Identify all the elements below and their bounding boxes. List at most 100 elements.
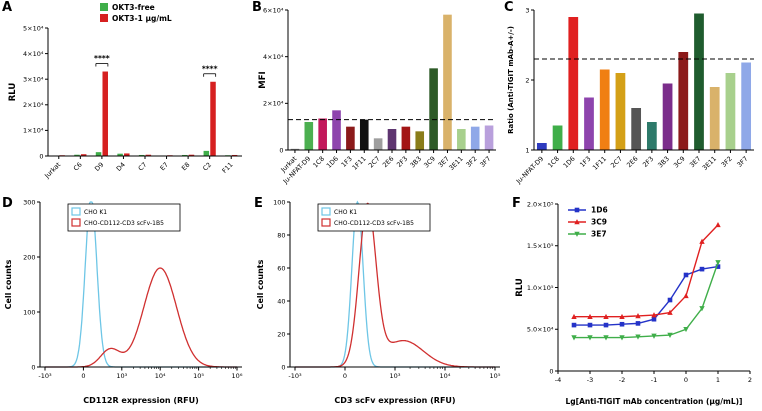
svg-text:1: 1 <box>525 146 529 154</box>
svg-text:3: 3 <box>525 6 529 14</box>
svg-text:1: 1 <box>716 376 720 384</box>
svg-text:0: 0 <box>343 372 347 380</box>
svg-text:5×10⁴: 5×10⁴ <box>23 24 44 32</box>
svg-text:-3: -3 <box>587 376 593 384</box>
svg-text:MFI: MFI <box>258 71 268 88</box>
svg-text:1.0×10⁵: 1.0×10⁵ <box>527 284 554 292</box>
svg-text:3C9: 3C9 <box>591 218 607 227</box>
svg-text:10⁵: 10⁵ <box>490 372 501 380</box>
svg-text:C6: C6 <box>72 161 84 173</box>
svg-text:0: 0 <box>81 372 85 380</box>
svg-text:Cell counts: Cell counts <box>4 259 13 309</box>
svg-text:RLU: RLU <box>8 83 18 102</box>
svg-text:-1: -1 <box>651 376 657 384</box>
svg-text:0: 0 <box>549 367 553 375</box>
svg-text:2: 2 <box>748 376 752 384</box>
panel-b: B 0 2×10⁴ 4×10⁴ 6×10⁴ MFI Jurkat Ju-NFAT-D9 1C8… <box>252 0 502 194</box>
svg-text:10⁶: 10⁶ <box>232 372 243 380</box>
panel-letter-e: E <box>254 196 263 211</box>
svg-text:Jurkat: Jurkat <box>42 160 62 180</box>
svg-text:D4: D4 <box>115 161 127 173</box>
svg-text:2C7: 2C7 <box>609 155 624 170</box>
svg-text:1F11: 1F11 <box>351 155 368 172</box>
svg-text:100: 100 <box>273 198 285 206</box>
svg-text:F11: F11 <box>220 161 234 175</box>
svg-text:0: 0 <box>281 363 285 371</box>
panel-a-chart: 0 1×10⁴ 2×10⁴ 3×10⁴ 4×10⁴ 5×10⁴ RLU Jurkat C6 D9 D… <box>8 3 242 180</box>
svg-text:CHO-CD112-CD3 scFv-1B5: CHO-CD112-CD3 scFv-1B5 <box>84 220 164 227</box>
svg-text:100: 100 <box>23 308 35 316</box>
svg-text:Lg[Anti-TIGIT mAb concentratio: Lg[Anti-TIGIT mAb concentration (μg/mL)] <box>566 397 743 406</box>
svg-text:D9: D9 <box>93 161 105 173</box>
svg-text:3E7: 3E7 <box>591 230 607 239</box>
svg-text:3E11: 3E11 <box>701 155 718 172</box>
svg-text:10⁵: 10⁵ <box>193 372 204 380</box>
svg-text:80: 80 <box>277 231 285 239</box>
svg-text:10³: 10³ <box>390 372 401 380</box>
panel-c: C 1 2 3 Ratio (Anti-TIGIT mAb-A+/-) Ju-NFAT-… <box>504 0 760 194</box>
svg-text:3E11: 3E11 <box>447 155 464 172</box>
svg-text:3F7: 3F7 <box>735 155 749 169</box>
svg-text:1C8: 1C8 <box>311 155 326 170</box>
panel-c-chart: 1 2 3 Ratio (Anti-TIGIT mAb-A+/-) Ju-NFAT-D9… <box>507 6 754 186</box>
panel-d: D 0 100 200 300 Cell counts -10³ 0 10³ 10⁴ 10⁵ 10⁶… <box>2 196 252 409</box>
panel-letter-d: D <box>2 196 13 211</box>
svg-text:CHO K1: CHO K1 <box>334 209 357 216</box>
svg-text:200: 200 <box>23 253 35 261</box>
svg-text:10⁴: 10⁴ <box>155 372 166 380</box>
svg-text:CHO K1: CHO K1 <box>84 209 107 216</box>
svg-text:CD112R expression (RFU): CD112R expression (RFU) <box>83 396 199 405</box>
svg-text:6×10⁴: 6×10⁴ <box>263 6 284 14</box>
svg-text:-10³: -10³ <box>288 372 302 380</box>
svg-text:1C8: 1C8 <box>546 155 561 170</box>
svg-text:E8: E8 <box>180 161 191 172</box>
panel-a: A 0 1×10⁴ 2×10⁴ 3×10⁴ 4×10⁴ 5×10⁴ RLU Jurkat C6 D… <box>2 0 250 194</box>
svg-text:40: 40 <box>277 297 285 305</box>
svg-text:3B3: 3B3 <box>408 155 423 170</box>
svg-text:2E6: 2E6 <box>625 155 639 169</box>
svg-text:60: 60 <box>277 264 285 272</box>
svg-text:****: **** <box>94 54 110 63</box>
svg-text:CHO-CD112-CD3 scFv-1B5: CHO-CD112-CD3 scFv-1B5 <box>334 220 414 227</box>
svg-text:1D6: 1D6 <box>325 155 340 170</box>
svg-text:OKT3-free: OKT3-free <box>112 3 155 12</box>
svg-text:1D6: 1D6 <box>591 206 608 215</box>
svg-text:1.5×10⁵: 1.5×10⁵ <box>527 242 554 250</box>
svg-text:4×10⁴: 4×10⁴ <box>23 50 44 58</box>
panel-letter-a: A <box>2 0 13 15</box>
svg-text:20: 20 <box>277 330 285 338</box>
svg-text:RLU: RLU <box>515 278 525 297</box>
svg-text:3B3: 3B3 <box>656 155 671 170</box>
svg-text:2×10⁴: 2×10⁴ <box>23 101 44 109</box>
svg-text:Ratio (Anti-TIGIT mAb-A+/-): Ratio (Anti-TIGIT mAb-A+/-) <box>507 26 515 134</box>
svg-text:2F3: 2F3 <box>395 155 409 169</box>
svg-text:0: 0 <box>684 376 688 384</box>
svg-text:Ju-NFAT-D9: Ju-NFAT-D9 <box>514 155 545 186</box>
svg-text:****: **** <box>202 64 218 73</box>
svg-text:Cell counts: Cell counts <box>256 259 265 309</box>
svg-text:C2: C2 <box>201 161 213 173</box>
svg-text:-2: -2 <box>619 376 625 384</box>
svg-text:CD3 scFv expression (RFU): CD3 scFv expression (RFU) <box>334 396 455 405</box>
svg-text:4×10⁴: 4×10⁴ <box>263 53 284 61</box>
svg-text:C7: C7 <box>137 161 149 173</box>
svg-text:3×10⁴: 3×10⁴ <box>23 76 44 84</box>
svg-text:1F11: 1F11 <box>591 155 608 172</box>
svg-text:3F2: 3F2 <box>464 155 478 169</box>
svg-text:3C9: 3C9 <box>422 155 437 170</box>
svg-text:2.0×10⁵: 2.0×10⁵ <box>527 200 554 208</box>
svg-text:2F3: 2F3 <box>641 155 655 169</box>
panel-f: F 0 5.0×10⁴ 1.0×10⁵ 1.5×10⁵ 2.0×10⁵ RLU -4 -3 -2… <box>512 196 760 409</box>
svg-text:1×10⁴: 1×10⁴ <box>23 127 44 135</box>
svg-text:-10³: -10³ <box>38 372 52 380</box>
svg-text:3F7: 3F7 <box>478 155 492 169</box>
svg-text:2: 2 <box>525 76 529 84</box>
svg-text:0: 0 <box>279 146 283 154</box>
svg-text:0: 0 <box>31 363 35 371</box>
svg-text:OKT3-1 μg/mL: OKT3-1 μg/mL <box>112 14 172 23</box>
svg-text:10⁴: 10⁴ <box>440 372 451 380</box>
